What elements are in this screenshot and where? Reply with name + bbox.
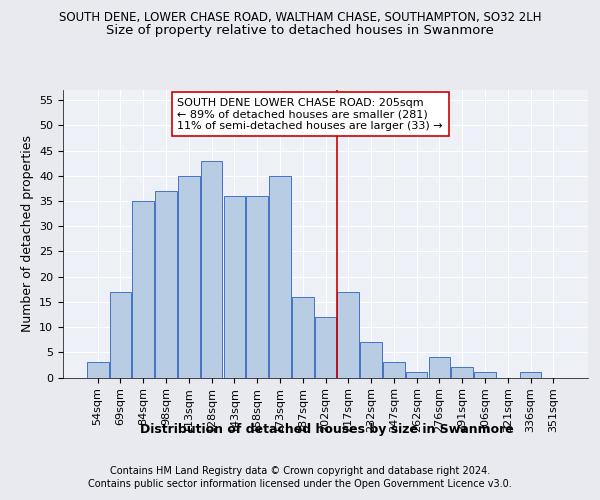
Text: Distribution of detached houses by size in Swanmore: Distribution of detached houses by size … [140, 422, 514, 436]
Bar [451, 368, 473, 378]
Bar [383, 362, 404, 378]
Text: Size of property relative to detached houses in Swanmore: Size of property relative to detached ho… [106, 24, 494, 37]
Bar [224, 196, 245, 378]
Bar [360, 342, 382, 378]
Bar [337, 292, 359, 378]
Bar [178, 176, 200, 378]
Bar [201, 160, 223, 378]
Text: Contains public sector information licensed under the Open Government Licence v3: Contains public sector information licen… [88, 479, 512, 489]
Bar [474, 372, 496, 378]
Bar [155, 191, 177, 378]
Bar [520, 372, 541, 378]
Bar [269, 176, 291, 378]
Text: SOUTH DENE, LOWER CHASE ROAD, WALTHAM CHASE, SOUTHAMPTON, SO32 2LH: SOUTH DENE, LOWER CHASE ROAD, WALTHAM CH… [59, 12, 541, 24]
Bar [428, 358, 450, 378]
Bar [406, 372, 427, 378]
Bar [292, 297, 314, 378]
Bar [110, 292, 131, 378]
Text: Contains HM Land Registry data © Crown copyright and database right 2024.: Contains HM Land Registry data © Crown c… [110, 466, 490, 476]
Text: SOUTH DENE LOWER CHASE ROAD: 205sqm
← 89% of detached houses are smaller (281)
1: SOUTH DENE LOWER CHASE ROAD: 205sqm ← 89… [178, 98, 443, 131]
Bar [247, 196, 268, 378]
Bar [314, 317, 337, 378]
Y-axis label: Number of detached properties: Number of detached properties [20, 135, 34, 332]
Bar [133, 201, 154, 378]
Bar [87, 362, 109, 378]
